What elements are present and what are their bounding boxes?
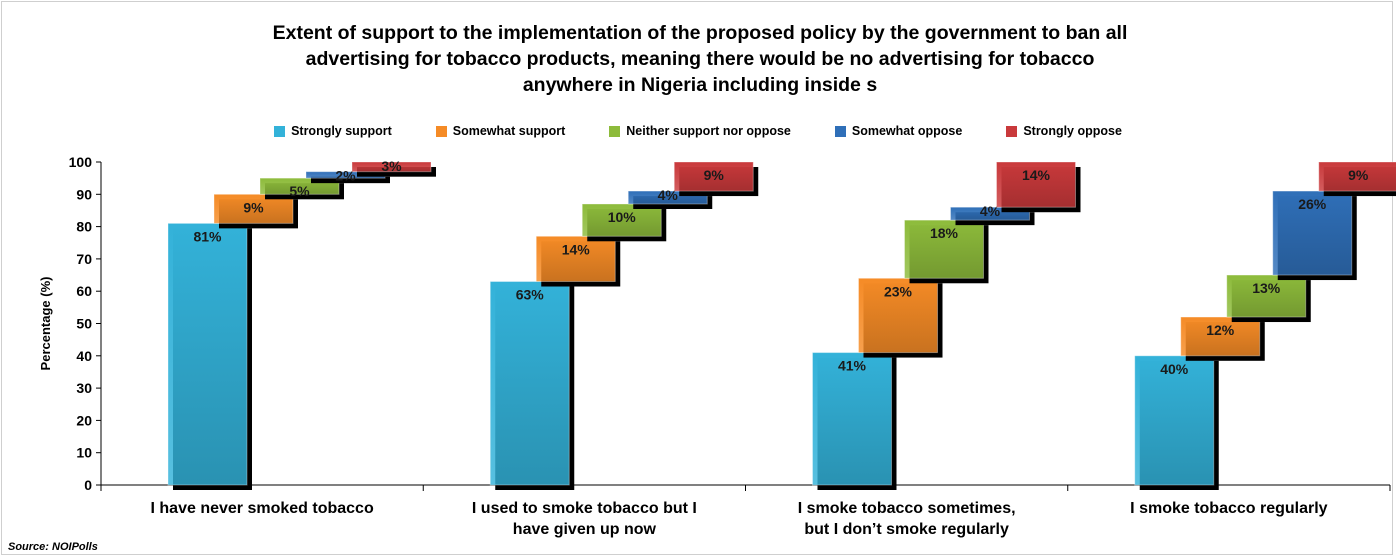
data-label: 9%: [1348, 167, 1369, 183]
legend-label: Neither support nor oppose: [626, 124, 791, 138]
y-tick-label: 50: [76, 316, 92, 332]
y-tick-label: 70: [76, 251, 92, 267]
legend-label: Somewhat oppose: [851, 124, 963, 138]
x-tick-label: I used to smoke tobacco but I: [472, 500, 697, 517]
data-label: 81%: [193, 228, 222, 244]
data-label: 14%: [562, 241, 591, 257]
y-tick-label: 80: [76, 219, 92, 235]
bar-strongly-oppose: [1318, 161, 1396, 192]
y-tick-label: 40: [76, 348, 92, 364]
y-tick-label: 10: [76, 445, 92, 461]
data-label: 4%: [658, 187, 679, 203]
x-tick-label: I smoke tobacco sometimes,: [798, 500, 1016, 517]
chart-title-line-2: advertising for tobacco products, meanin…: [305, 48, 1095, 70]
bar-strongly-support: [1134, 355, 1215, 486]
legend-swatch: [274, 125, 286, 137]
legend-swatch: [609, 125, 621, 137]
data-label: 4%: [980, 203, 1001, 219]
data-label: 63%: [516, 287, 545, 303]
chart-legend: Strongly support Somewhat support Neithe…: [0, 124, 1396, 138]
bar-strongly-support: [489, 281, 570, 486]
x-tick-label: I have never smoked tobacco: [151, 500, 374, 517]
data-label: 5%: [289, 183, 310, 199]
y-tick-label: 90: [76, 186, 92, 202]
bar-somewhat-support: [858, 277, 938, 354]
bar-neither-support-nor-oppose: [581, 203, 662, 237]
data-label: 14%: [1022, 167, 1051, 183]
bar-somewhat-oppose: [1272, 190, 1353, 276]
data-label: 18%: [930, 225, 959, 241]
legend-swatch: [834, 125, 846, 137]
legend-label: Strongly oppose: [1023, 124, 1122, 138]
bar-strongly-oppose: [351, 161, 432, 173]
x-tick-label: have given up now: [513, 521, 657, 538]
data-label: 23%: [884, 283, 913, 299]
bar-neither-support-nor-oppose: [904, 219, 984, 279]
bar-strongly-oppose: [996, 161, 1076, 208]
data-label: 2%: [335, 168, 356, 184]
y-tick-label: 60: [76, 283, 92, 299]
y-tick-label: 30: [76, 380, 92, 396]
bar-shadow: [311, 176, 390, 184]
bar-strongly-support: [167, 222, 248, 486]
data-label: 9%: [704, 167, 725, 183]
bar-shadow: [357, 167, 436, 177]
data-label: 41%: [838, 358, 867, 374]
bar-somewhat-support: [535, 235, 616, 283]
legend-item-strongly-oppose: Strongly oppose: [1006, 124, 1122, 138]
y-tick-label: 0: [84, 477, 92, 493]
data-label: 12%: [1206, 322, 1235, 338]
data-label: 40%: [1160, 361, 1189, 377]
source-note: Source: NOIPolls: [8, 541, 98, 553]
data-label: 26%: [1298, 196, 1327, 212]
legend-item-strongly-support: Strongly support: [274, 124, 392, 138]
data-label: 10%: [608, 209, 637, 225]
bar-somewhat-support: [1180, 316, 1261, 357]
data-label: 3%: [381, 158, 402, 174]
legend-item-somewhat-oppose: Somewhat oppose: [834, 124, 963, 138]
data-label: 13%: [1252, 280, 1281, 296]
chart-title-line-1: Extent of support to the implementation …: [272, 22, 1128, 44]
legend-swatch: [435, 125, 447, 137]
legend-label: Somewhat support: [452, 124, 566, 138]
chart-title: Extent of support to the implementation …: [100, 20, 1300, 98]
data-label: 9%: [243, 199, 264, 215]
y-axis-label: Percentage (%): [38, 277, 53, 371]
y-tick-label: 20: [76, 412, 92, 428]
legend-label: Strongly support: [291, 124, 392, 138]
legend-item-somewhat-support: Somewhat support: [435, 124, 566, 138]
x-tick-label: but I don’t smoke regularly: [804, 521, 1009, 538]
chart-title-line-3: anywhere in Nigeria including inside s: [522, 74, 878, 96]
y-tick-label: 100: [69, 154, 93, 170]
legend-item-neither: Neither support nor oppose: [609, 124, 791, 138]
x-tick-label: I smoke tobacco regularly: [1130, 500, 1328, 517]
bar-strongly-oppose: [673, 161, 754, 192]
bar-neither-support-nor-oppose: [1226, 274, 1307, 318]
bar-strongly-support: [812, 352, 892, 486]
legend-swatch: [1006, 125, 1018, 137]
